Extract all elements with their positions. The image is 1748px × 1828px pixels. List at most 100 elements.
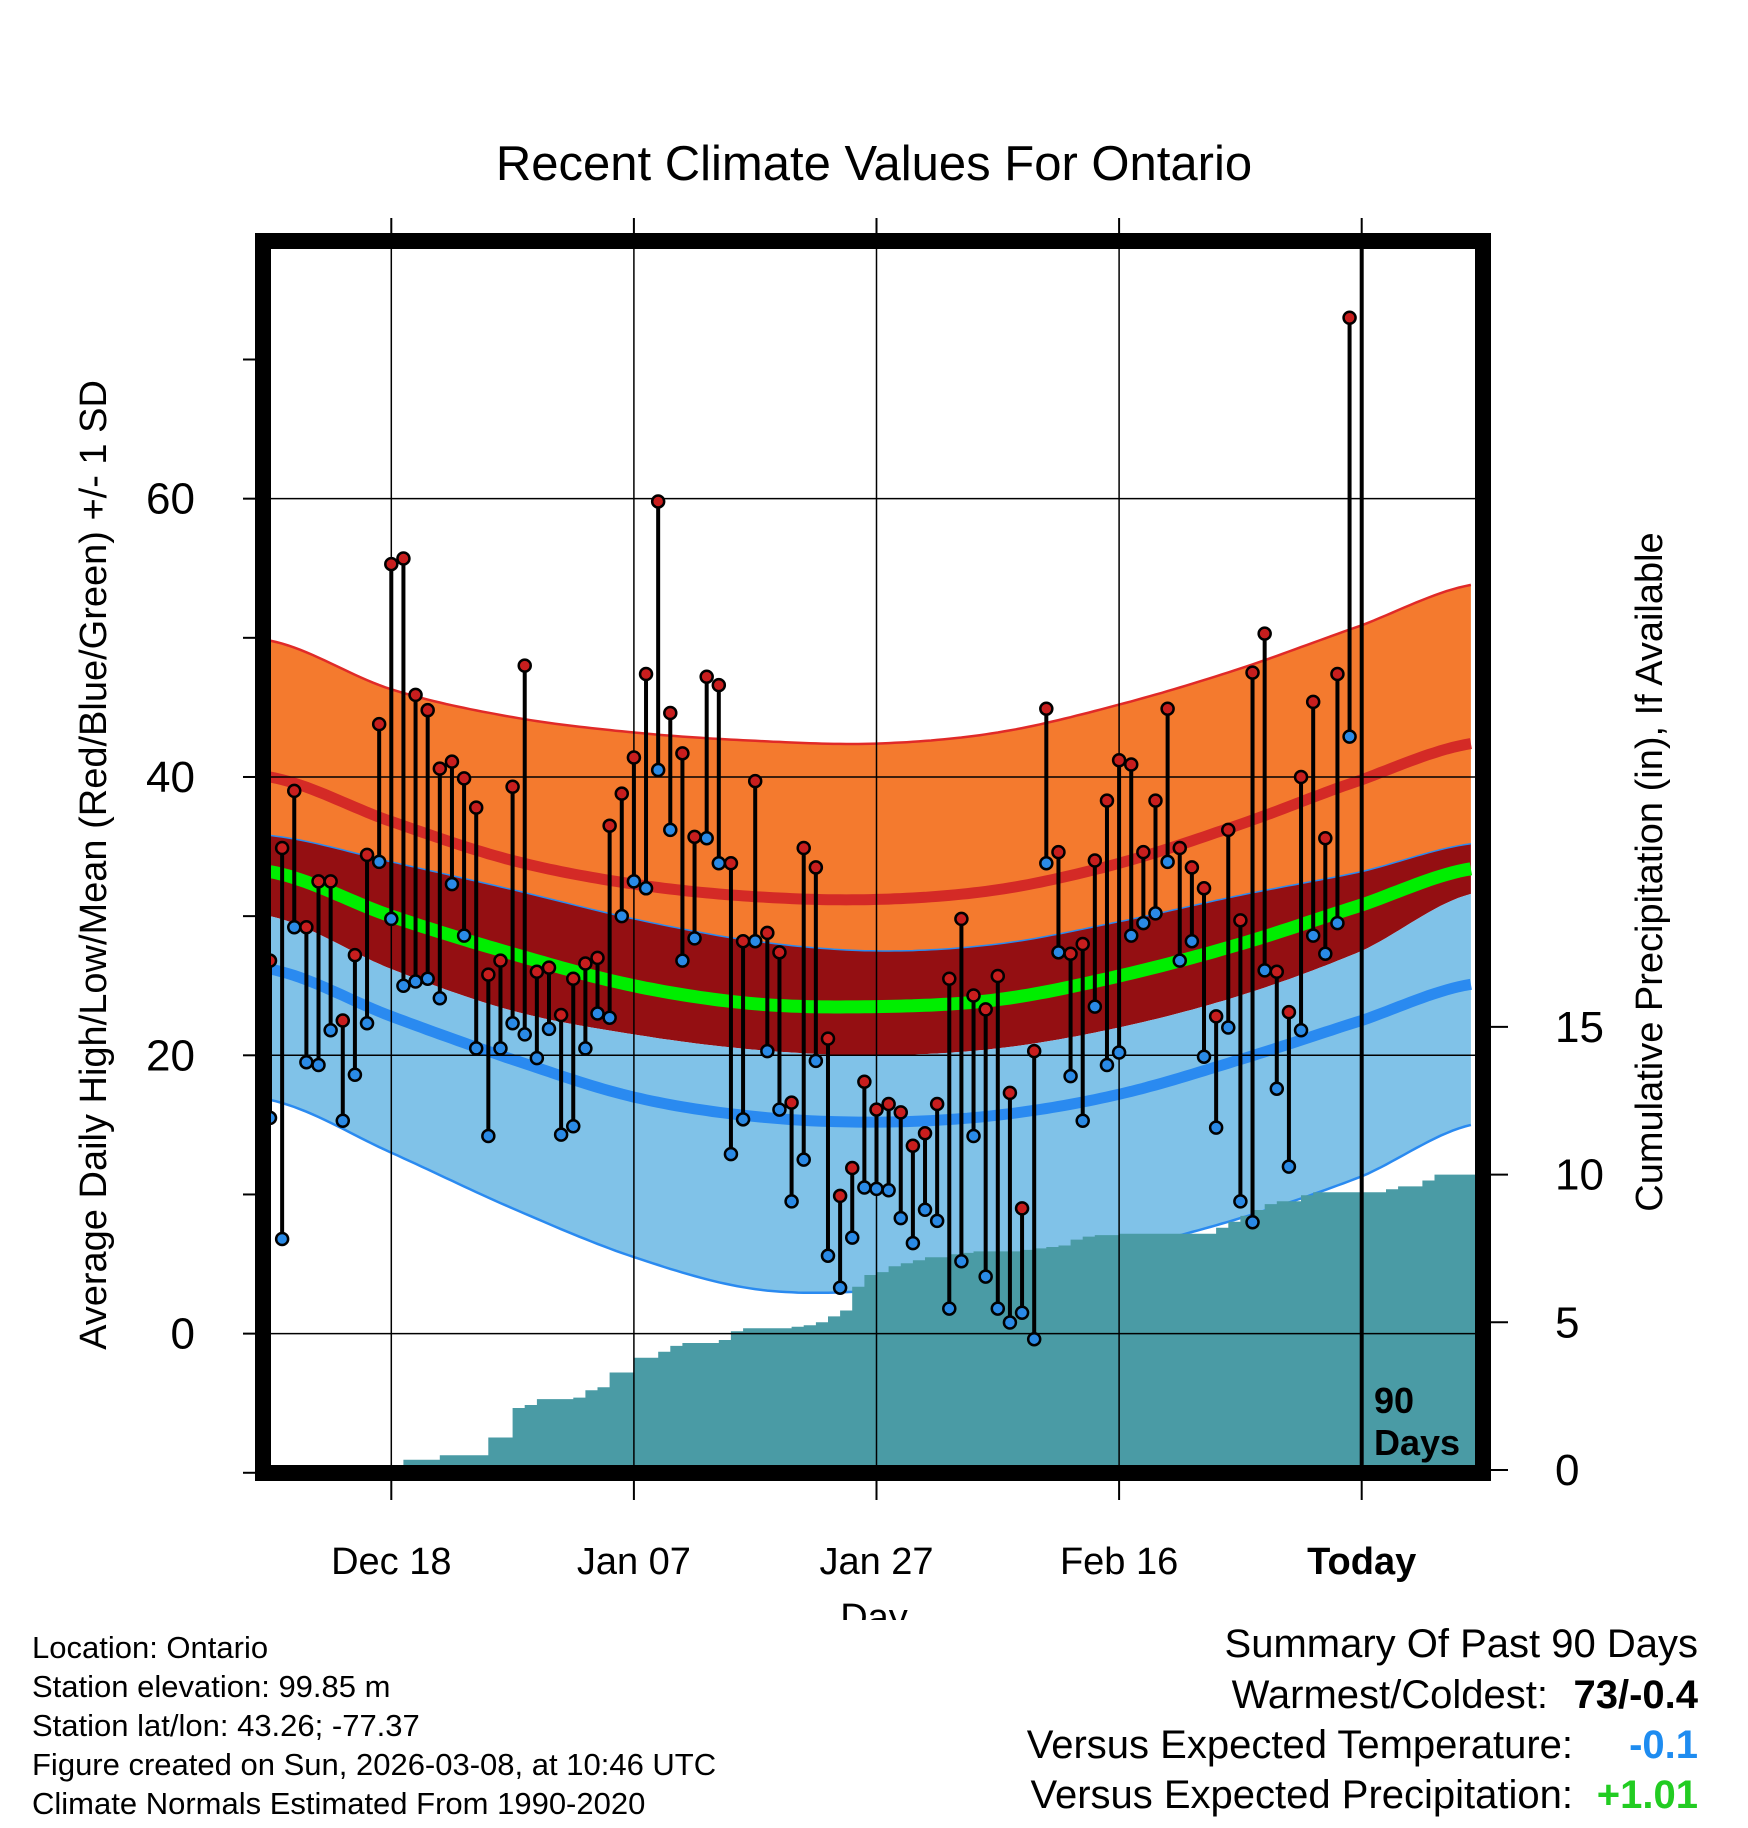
low-point (869, 1181, 884, 1197)
high-point (347, 947, 363, 963)
low-point (1160, 854, 1175, 870)
low-point (1051, 945, 1066, 960)
high-point (881, 1096, 896, 1112)
low-point (408, 974, 423, 989)
x-tick-label: Today (1307, 1541, 1416, 1583)
high-point (990, 968, 1006, 984)
high-point (1281, 1004, 1297, 1020)
normals-text: Climate Normals Estimated From 1990-2020 (32, 1786, 646, 1821)
low-point (917, 1202, 933, 1218)
low-point (954, 1254, 969, 1269)
high-point (1172, 840, 1187, 856)
high-point (1257, 626, 1272, 641)
low-point (711, 856, 727, 871)
low-point (675, 953, 690, 968)
high-point (747, 773, 763, 789)
low-point (566, 1119, 581, 1134)
low-point (857, 1180, 872, 1195)
high-point (432, 761, 448, 776)
high-point (541, 960, 557, 975)
low-point (808, 1053, 824, 1069)
y-tick-label: 20 (146, 1031, 195, 1080)
warmest-coldest-row: Warmest/Coldest: 73/-0.4 (1027, 1670, 1698, 1720)
high-point (844, 1160, 860, 1176)
high-point (1123, 757, 1139, 772)
low-point (1075, 1113, 1090, 1128)
high-point (1184, 860, 1200, 875)
low-point (1269, 1081, 1285, 1096)
low-point (844, 1230, 860, 1245)
high-point (1160, 701, 1175, 717)
low-point (1184, 933, 1200, 949)
high-point (481, 967, 496, 982)
y2-tick-label: 15 (1555, 1003, 1604, 1052)
high-point (796, 840, 811, 856)
low-point (663, 822, 678, 838)
high-point (614, 786, 630, 801)
low-point (747, 933, 763, 949)
low-point (784, 1194, 799, 1209)
low-point (1293, 1023, 1309, 1038)
high-point (371, 716, 387, 732)
high-point (1075, 936, 1090, 952)
high-point (966, 988, 981, 1003)
high-point (1196, 881, 1212, 896)
high-point (760, 925, 775, 941)
low-point (796, 1152, 811, 1167)
low-point (287, 920, 302, 935)
low-point (1342, 729, 1357, 744)
high-point (408, 687, 423, 703)
high-point (832, 1188, 848, 1204)
high-point (384, 556, 399, 572)
high-point (1148, 793, 1163, 808)
high-point (517, 658, 532, 673)
low-point (456, 928, 472, 943)
low-point (942, 1301, 957, 1316)
high-point (978, 1002, 993, 1017)
low-point (1221, 1020, 1236, 1035)
high-point (820, 1031, 836, 1046)
low-point (990, 1301, 1006, 1316)
low-point (699, 830, 714, 846)
low-point (371, 854, 387, 870)
low-point (1087, 999, 1103, 1014)
low-point (966, 1128, 981, 1144)
low-point (1136, 915, 1151, 931)
mean-normal-line (268, 862, 1473, 1014)
temp-row: Versus Expected Temperature: -0.1 (1027, 1720, 1698, 1770)
chart-title: Recent Climate Values For Ontario (496, 137, 1252, 191)
low-point (832, 1280, 848, 1295)
today-label-line2: Days (1374, 1422, 1460, 1463)
high-point (1002, 1085, 1018, 1101)
low-point (1172, 953, 1187, 968)
low-point (1305, 928, 1321, 943)
low-point (590, 1006, 605, 1021)
low-point (1111, 1045, 1127, 1060)
warmest-coldest-label: Warmest/Coldest: (1231, 1673, 1548, 1717)
high-point (954, 911, 969, 927)
high-point (359, 847, 375, 863)
high-point (711, 677, 727, 693)
high-point (553, 1007, 569, 1023)
precipitation-area (266, 1174, 1480, 1470)
high-point (784, 1095, 799, 1110)
high-point (1330, 666, 1345, 682)
high-point (578, 956, 593, 971)
high-point (456, 771, 472, 786)
low-point (505, 1016, 520, 1031)
precip-value: +1.01 (1596, 1773, 1698, 1817)
high-point (663, 705, 678, 721)
high-point (942, 971, 957, 987)
low-point (650, 762, 666, 778)
high-point (650, 494, 666, 509)
high-point (444, 754, 460, 769)
high-point (505, 779, 520, 794)
today-label-line1: 90 (1374, 1380, 1414, 1421)
high-point (808, 860, 824, 875)
x-tick-label: Dec 18 (331, 1541, 451, 1583)
high-point (566, 971, 581, 987)
low-point (529, 1050, 545, 1066)
low-point (723, 1146, 739, 1162)
high-point (1099, 793, 1115, 808)
temp-value: -0.1 (1629, 1723, 1698, 1767)
